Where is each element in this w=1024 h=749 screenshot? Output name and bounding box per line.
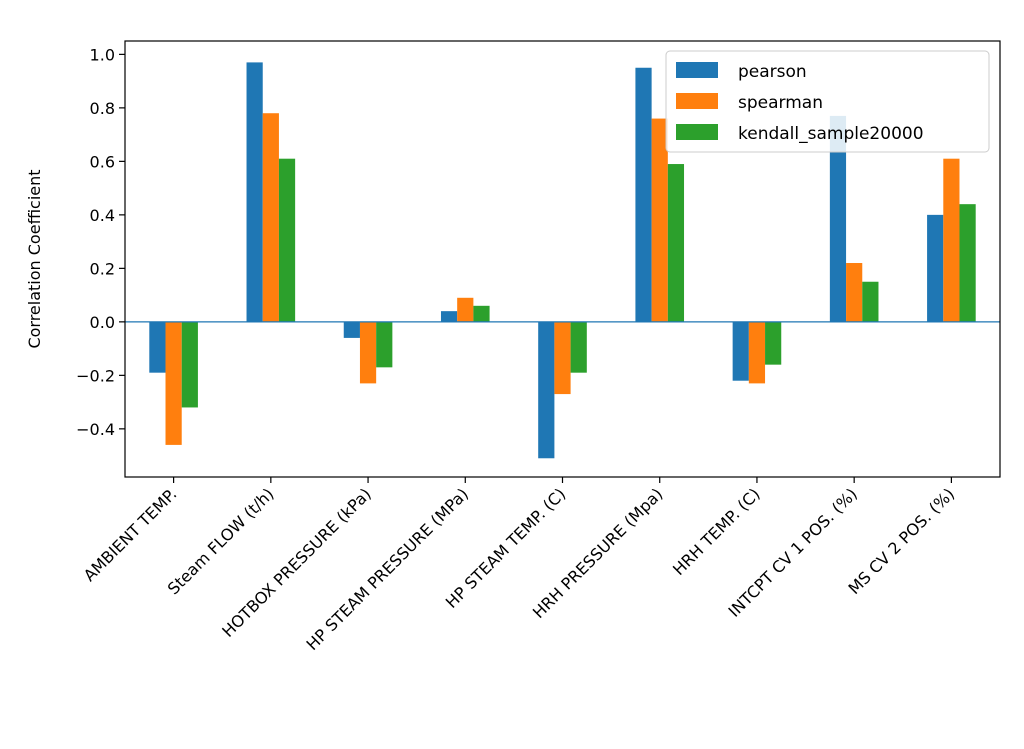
y-tick-label: 0.6 [90,152,115,171]
x-tick-label: AMBIENT TEMP. [80,484,181,585]
legend-box [665,50,990,153]
legend-label-pearson: pearson [738,62,807,82]
bar-spearman-2 [359,321,377,384]
bar-pearson-4 [538,321,555,459]
bar-kendall_sample20000-8 [959,204,976,322]
bar-kendall_sample20000-3 [473,305,490,322]
bar-pearson-7 [829,115,847,322]
y-tick-label: 1.0 [90,45,115,64]
bar-spearman-7 [846,263,863,322]
bar-kendall_sample20000-5 [667,164,685,322]
bar-kendall_sample20000-7 [862,281,879,322]
bar-kendall_sample20000-1 [278,158,296,322]
bars-layer [149,62,976,459]
x-axis: AMBIENT TEMP.Steam FLOW (t/h)HOTBOX PRES… [80,477,958,654]
y-tick-label: 0.8 [90,99,115,118]
bar-kendall_sample20000-4 [570,321,587,373]
bar-spearman-8 [943,158,960,322]
legend-swatch-kendall_sample20000 [676,124,718,140]
bar-pearson-2 [343,321,360,338]
bar-spearman-5 [651,118,668,322]
bar-pearson-1 [246,62,263,322]
y-tick-label: 0.4 [90,206,115,225]
bar-spearman-0 [165,321,182,445]
bar-kendall_sample20000-2 [376,321,393,368]
legend-label-spearman: spearman [738,93,823,113]
bar-kendall_sample20000-6 [765,321,782,365]
bar-spearman-6 [748,321,766,384]
bar-spearman-4 [554,321,571,395]
y-tick-label: −0.4 [76,420,115,439]
x-tick-label: HRH TEMP. (C) [669,484,764,579]
x-tick-label: MS CV 2 POS. (%) [845,484,959,598]
legend-swatch-pearson [676,62,718,78]
y-axis: −0.4 −0.2 0.0 0.2 0.4 0.6 0.8 1.0 [76,45,125,439]
bar-spearman-3 [457,297,474,322]
bar-pearson-8 [927,214,944,322]
y-tick-label: −0.2 [76,366,115,385]
bar-pearson-0 [149,321,166,373]
legend: pearson spearman kendall_sample20000 [665,50,990,153]
y-axis-title: Correlation Coefficient [25,169,44,348]
legend-swatch-spearman [676,93,718,109]
bar-pearson-6 [732,321,749,381]
y-tick-label: 0.2 [90,259,115,278]
bar-pearson-3 [440,311,458,322]
x-tick-label: HP STEAM PRESSURE (MPa) [302,484,472,654]
x-tick-label: Steam FLOW (t/h) [164,484,278,598]
y-tick-label: 0.0 [90,313,115,332]
bar-spearman-1 [262,113,279,322]
bar-pearson-5 [635,67,652,322]
legend-label-kendall_sample20000: kendall_sample20000 [738,124,924,144]
bar-kendall_sample20000-0 [181,321,198,408]
